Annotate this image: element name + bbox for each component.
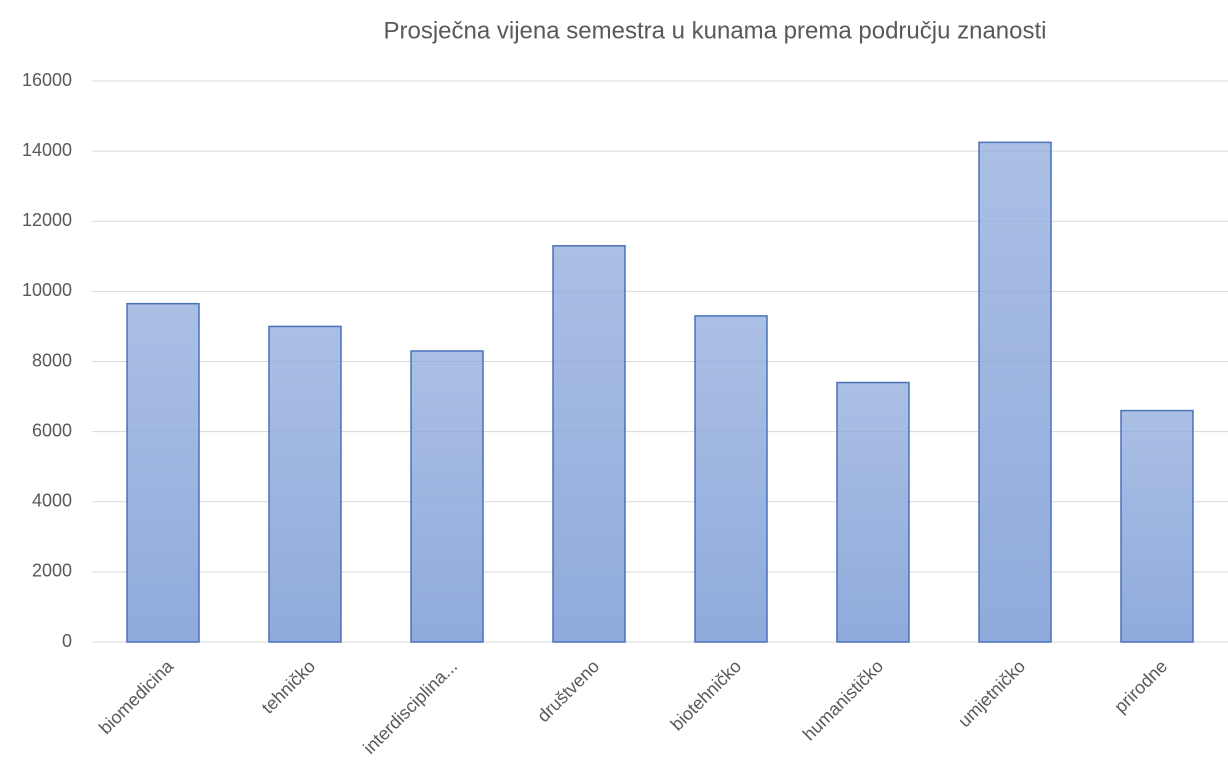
chart-title: Prosječna vijena semestra u kunama prema… xyxy=(383,17,1046,44)
y-tick-label: 14000 xyxy=(22,140,72,160)
y-tick-label: 16000 xyxy=(22,70,72,90)
y-tick-label: 2000 xyxy=(32,561,72,581)
bar xyxy=(836,381,910,643)
x-tick-label: humanističko xyxy=(799,656,887,744)
y-tick-label: 4000 xyxy=(32,491,72,511)
bar xyxy=(126,302,200,643)
x-tick-label: interdisciplina... xyxy=(359,656,461,758)
x-tick-label: tehničko xyxy=(258,656,320,718)
bar xyxy=(1120,409,1194,643)
y-tick-label: 8000 xyxy=(32,350,72,370)
x-tick-label: biotehničko xyxy=(667,656,746,735)
bar xyxy=(694,315,768,643)
x-tick-label: umjetničko xyxy=(954,656,1029,731)
bar xyxy=(410,350,484,643)
bar xyxy=(978,141,1052,643)
x-tick-label: prirodne xyxy=(1110,656,1171,717)
bar xyxy=(552,245,626,643)
x-tick-label: društveno xyxy=(533,656,603,726)
y-tick-label: 10000 xyxy=(22,280,72,300)
bar xyxy=(268,325,342,643)
y-tick-label: 12000 xyxy=(22,210,72,230)
y-tick-label: 6000 xyxy=(32,420,72,440)
y-tick-label: 0 xyxy=(62,631,72,651)
x-tick-label: biomedicina xyxy=(95,655,178,738)
